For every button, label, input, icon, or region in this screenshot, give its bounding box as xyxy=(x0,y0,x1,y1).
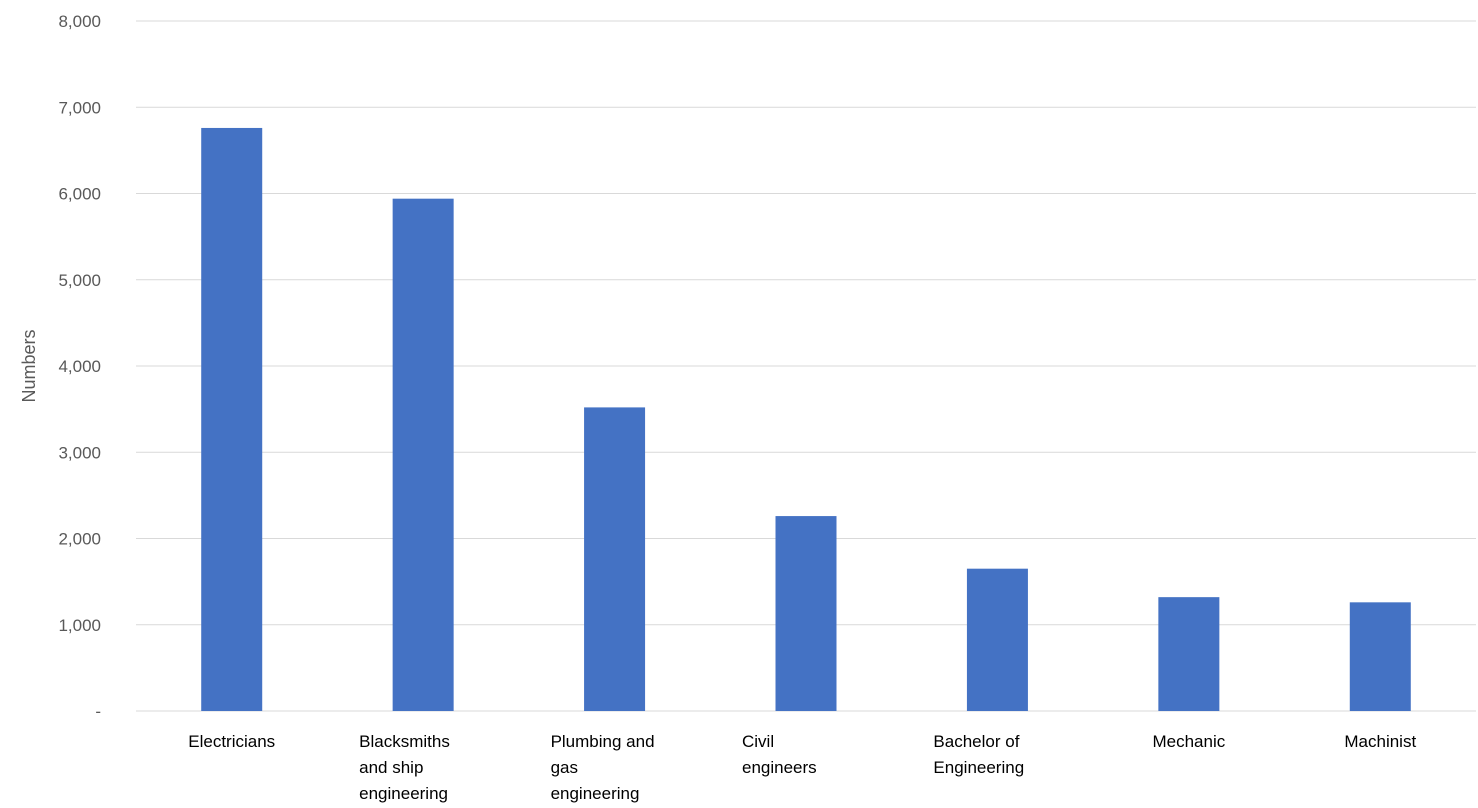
y-tick-label: - xyxy=(95,702,101,721)
y-axis-ticks: - 1,000 2,000 3,000 4,000 5,000 6,000 7,000 8,00… xyxy=(58,12,101,721)
x-tick-label: Blacksmiths and ship engineering xyxy=(359,732,450,803)
x-tick-label: Bachelor of Engineering xyxy=(933,732,1024,777)
bar xyxy=(1349,602,1411,711)
x-tick-label-line: Machinist xyxy=(1344,732,1416,751)
x-tick-label-line: Engineering xyxy=(933,758,1024,777)
x-tick-label-line: Bachelor of xyxy=(933,732,1019,751)
bar xyxy=(584,407,646,711)
x-axis-labels: Electricians Blacksmiths and ship engineeri… xyxy=(188,732,1416,803)
y-tick-label: 6,000 xyxy=(58,185,101,204)
bars xyxy=(201,127,1411,712)
x-tick-label-line: and ship xyxy=(359,758,423,777)
bar xyxy=(1158,597,1220,711)
x-tick-label-line: Plumbing and xyxy=(551,732,655,751)
y-tick-label: 1,000 xyxy=(58,616,101,635)
bar xyxy=(775,516,837,711)
y-tick-label: 2,000 xyxy=(58,530,101,549)
x-tick-label-line: engineering xyxy=(551,784,640,803)
x-tick-label-line: Civil xyxy=(742,732,774,751)
y-tick-label: 4,000 xyxy=(58,357,101,376)
x-tick-label-line: Blacksmiths xyxy=(359,732,450,751)
bar xyxy=(392,198,454,712)
bar xyxy=(201,127,263,711)
x-tick-label: Machinist xyxy=(1344,732,1416,751)
x-tick-label-line: gas xyxy=(551,758,578,777)
x-tick-label: Plumbing and gas engineering xyxy=(551,732,655,803)
x-tick-label-line: Mechanic xyxy=(1152,732,1225,751)
bar xyxy=(966,568,1028,711)
x-tick-label-line: engineering xyxy=(359,784,448,803)
y-axis-label: Numbers xyxy=(19,329,39,402)
gridlines xyxy=(136,20,1476,712)
y-tick-label: 8,000 xyxy=(58,12,101,31)
y-tick-label: 5,000 xyxy=(58,271,101,290)
x-tick-label-line: engineers xyxy=(742,758,817,777)
x-tick-label-line: Electricians xyxy=(188,732,275,751)
y-tick-label: 7,000 xyxy=(58,98,101,117)
y-tick-label: 3,000 xyxy=(58,443,101,462)
x-tick-label: Civil engineers xyxy=(742,732,817,777)
x-tick-label: Mechanic xyxy=(1152,732,1225,751)
x-tick-label: Electricians xyxy=(188,732,275,751)
